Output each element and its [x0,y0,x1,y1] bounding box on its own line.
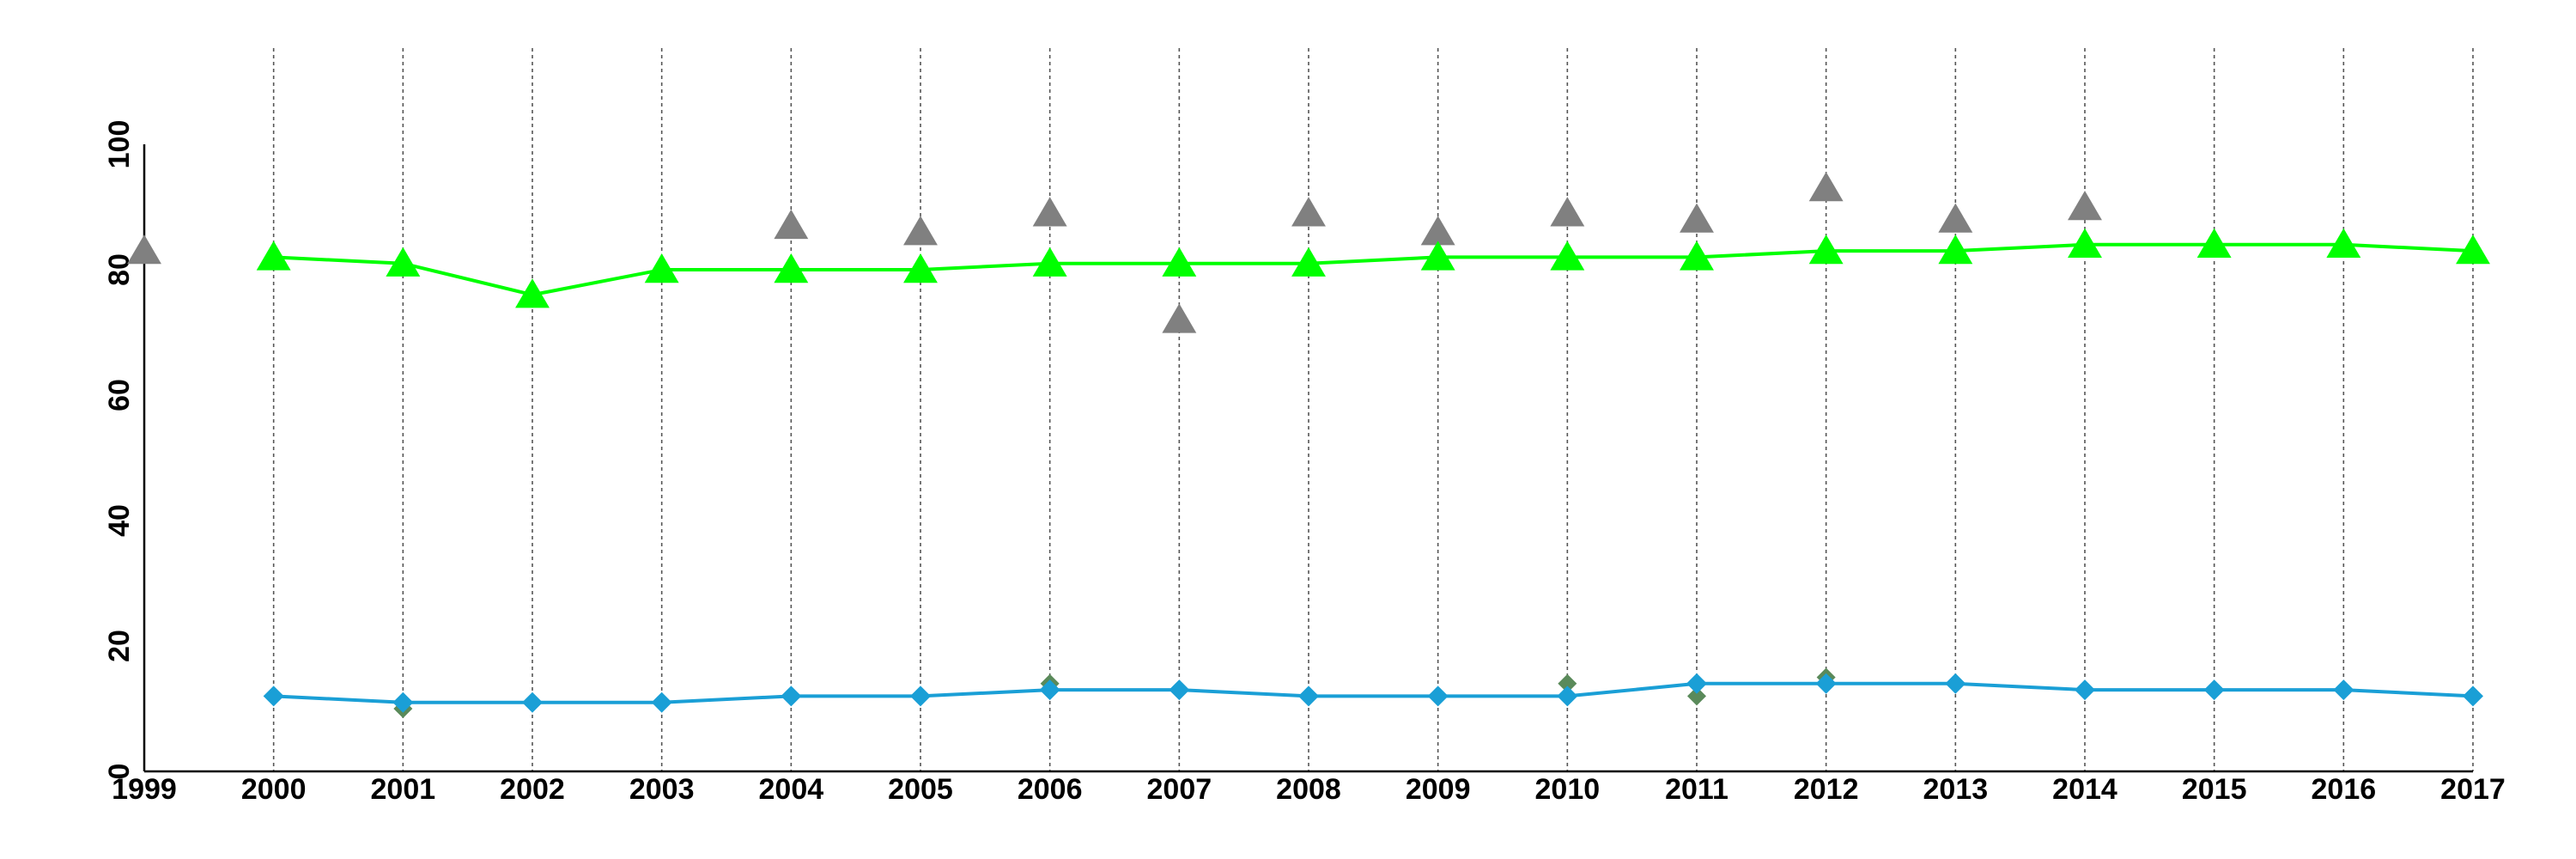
line-triangle-point [2196,228,2232,258]
x-tick-label: 2001 [371,773,436,806]
y-tick-label: 100 [103,120,136,169]
line-diamond-point [1039,679,1060,701]
scatter-triangle-point [903,216,938,246]
line-diamond-point [651,691,672,713]
x-tick-label: 2007 [1147,773,1212,806]
y-tick-label: 0 [103,764,136,780]
data-series [127,172,2490,718]
scatter-triangle-point [127,235,161,265]
line-diamond-point [1427,685,1449,707]
scatter-triangle-point [1032,197,1067,227]
tick-labels: 1999 2000 2001 2002 2003 2004 2005 2006 2007 2008… [103,120,2506,806]
line-diamond-point [522,691,543,713]
line-diamond-point [1815,673,1837,694]
line-diamond-point [1557,685,1578,707]
line-triangle-point [386,247,421,277]
line-triangle-point [515,278,550,308]
x-tick-label: 2006 [1018,773,1083,806]
scatter-diamond-point [1687,686,1706,706]
line-triangle-point [1680,241,1714,271]
line-triangle-point [256,241,291,271]
line-triangle-point [1420,241,1455,271]
line-diamond-point [392,691,414,713]
x-tick-label: 2017 [2440,773,2506,806]
line-triangle-point [644,253,679,283]
series-line-blue [273,681,2474,704]
x-tick-label: 2009 [1406,773,1471,806]
line-triangle-point [2326,228,2361,258]
x-tick-label: 2002 [500,773,565,806]
line-diamond-point [910,685,931,707]
line-triangle-point [1550,241,1585,271]
line-diamond-point [1169,679,1190,701]
line-diamond-point [1298,685,1319,707]
y-tick-label: 20 [103,630,136,662]
axes [143,144,2473,773]
line-triangle-point [1938,235,1973,265]
x-tick-label: 2005 [888,773,953,806]
line-diamond-point [2203,679,2225,701]
scatter-triangle-point [1291,197,1326,227]
line-diamond-point [2333,679,2354,701]
line-triangle-point [2456,235,2490,265]
x-tick-label: 2000 [241,773,307,806]
x-tick-label: 2010 [1535,773,1601,806]
line-diamond-point [1945,673,1966,694]
line-triangle-point [1291,247,1326,277]
line-triangle-point [774,253,809,283]
x-tick-label: 1999 [112,773,177,806]
line-triangle-point [1162,247,1197,277]
scatter-triangle-point [2068,191,2102,221]
scatter-triangle-point [1550,197,1585,227]
scatter-triangle-point [1680,203,1714,233]
line-triangle-point [2068,228,2102,258]
scatter-triangle-point [1420,216,1455,246]
line-diamond-point [1686,673,1707,694]
line-diamond-point [2463,685,2483,707]
line-diamond-point [2075,679,2095,701]
series-line-green [273,242,2474,297]
x-tick-label: 2008 [1276,773,1341,806]
scatter-triangle-point [774,209,809,240]
x-tick-label: 2015 [2182,773,2247,806]
scatter-diamond-point [1558,673,1577,693]
x-tick-label: 2012 [1794,773,1859,806]
line-diamond-point [263,685,284,707]
x-tick-label: 2011 [1665,773,1728,806]
x-tick-label: 2014 [2052,773,2117,806]
scatter-triangle-point [1162,303,1197,333]
x-tick-label: 2013 [1923,773,1989,806]
scatter-triangle-point [1938,203,1973,233]
x-tick-label: 2004 [759,773,824,806]
scatter-triangle-point [1808,172,1844,202]
line-triangle-point [903,253,938,283]
vertical-gridlines [272,48,2474,771]
x-tick-label: 2016 [2312,773,2377,806]
x-tick-label: 2003 [629,773,695,806]
line-triangle-point [1808,235,1844,265]
y-tick-label: 40 [103,504,136,537]
y-tick-label: 60 [103,379,136,411]
line-triangle-point [1032,247,1067,277]
line-diamond-point [781,685,802,707]
